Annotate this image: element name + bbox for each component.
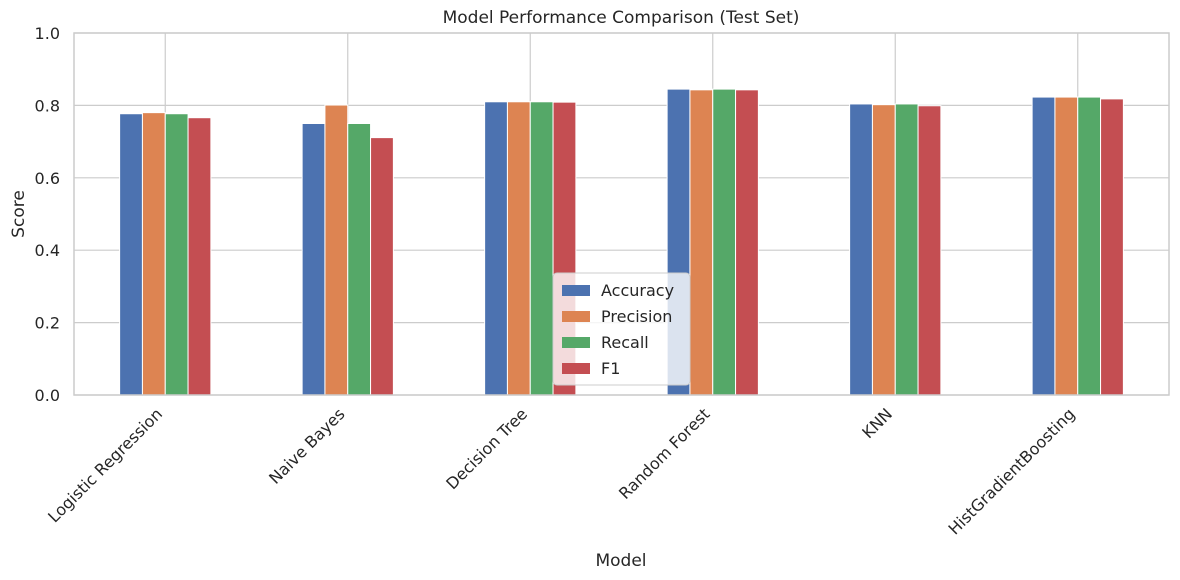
bar-accuracy bbox=[484, 101, 508, 396]
x-axis-label: Model bbox=[595, 551, 646, 571]
bar-accuracy bbox=[1031, 96, 1056, 396]
bar-precision bbox=[141, 112, 166, 396]
legend-swatch-f1 bbox=[562, 363, 590, 374]
bar-recall bbox=[894, 103, 919, 396]
bar-precision bbox=[689, 89, 714, 396]
y-tick-label: 1.0 bbox=[35, 24, 60, 43]
bar-accuracy bbox=[119, 113, 143, 396]
legend-swatch-recall bbox=[562, 337, 590, 348]
y-tick-label: 0.0 bbox=[35, 386, 60, 405]
legend-label: Accuracy bbox=[601, 281, 674, 300]
legend-label: Recall bbox=[601, 333, 649, 352]
bar-recall bbox=[347, 123, 372, 396]
bar-recall bbox=[712, 88, 737, 396]
bar-recall bbox=[1077, 96, 1102, 396]
y-axis-label: Score bbox=[9, 190, 29, 238]
bar-f1 bbox=[1100, 98, 1124, 396]
legend: Accuracy Precision Recall F1 bbox=[552, 272, 691, 386]
x-tick-label: Naive Bayes bbox=[265, 404, 348, 487]
legend-label: F1 bbox=[601, 359, 620, 378]
bar-accuracy bbox=[849, 103, 873, 396]
x-tick-label: Decision Tree bbox=[442, 404, 531, 493]
chart-title: Model Performance Comparison (Test Set) bbox=[443, 8, 800, 28]
x-tick-label: KNN bbox=[858, 404, 896, 442]
legend-label: Precision bbox=[601, 307, 672, 326]
bar-recall bbox=[164, 113, 189, 396]
bar-accuracy bbox=[301, 123, 326, 396]
y-tick-label: 0.8 bbox=[35, 96, 60, 115]
y-tick-label: 0.2 bbox=[35, 314, 60, 333]
y-tick-labels: 0.0 0.2 0.4 0.6 0.8 1.0 bbox=[35, 24, 60, 405]
x-tick-label: Logistic Regression bbox=[44, 404, 166, 526]
bar-f1 bbox=[370, 137, 394, 396]
bar-precision bbox=[871, 104, 896, 396]
x-tick-label: Random Forest bbox=[615, 404, 714, 503]
y-tick-label: 0.6 bbox=[35, 169, 60, 188]
plot-frame bbox=[73, 32, 1170, 396]
bar-f1 bbox=[917, 105, 942, 396]
bar-precision bbox=[324, 104, 349, 396]
x-tick-labels: Logistic Regression Naive Bayes Decision T… bbox=[44, 404, 1078, 538]
legend-swatch-accuracy bbox=[562, 285, 590, 296]
bar-recall bbox=[529, 101, 554, 396]
legend-swatch-precision bbox=[562, 311, 590, 322]
x-tick-label: HistGradientBoosting bbox=[944, 404, 1078, 538]
legend-box bbox=[552, 272, 691, 386]
bar-precision bbox=[1054, 96, 1079, 396]
bars bbox=[119, 88, 1124, 396]
bar-f1 bbox=[735, 89, 759, 396]
bar-f1 bbox=[187, 117, 212, 396]
bar-precision bbox=[506, 101, 531, 396]
y-tick-label: 0.4 bbox=[35, 241, 60, 260]
